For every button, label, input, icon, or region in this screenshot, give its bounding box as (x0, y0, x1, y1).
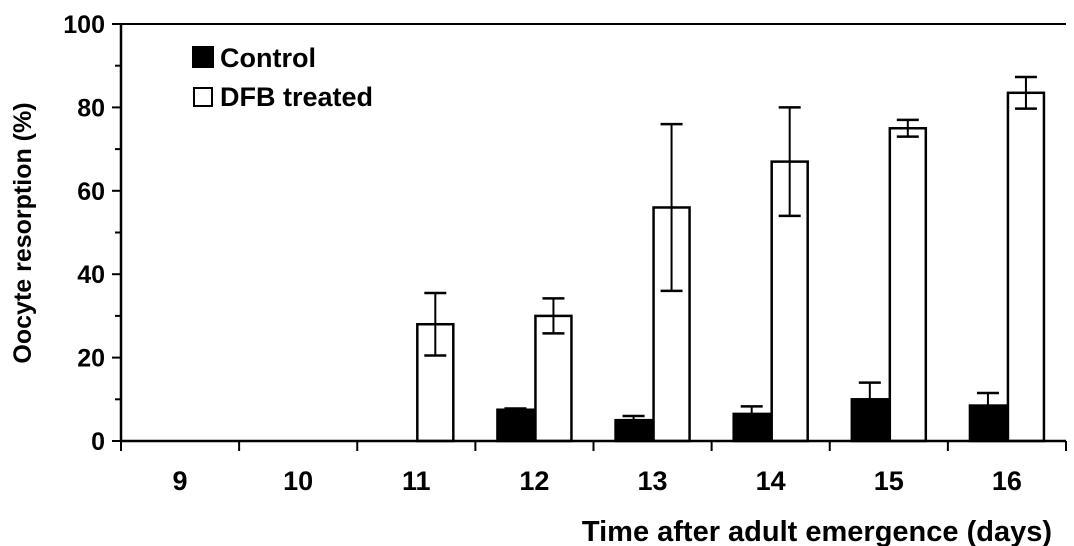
x-tick-label: 9 (173, 466, 188, 496)
y-axis-title: Oocyte resorption (%) (9, 102, 37, 363)
legend-label-dfb-treated: DFB treated (220, 82, 373, 112)
x-tick-label: 12 (519, 466, 549, 496)
y-tick-label: 0 (91, 428, 105, 456)
x-tick-label: 13 (638, 466, 668, 496)
x-tick-label: 15 (874, 466, 904, 496)
x-tick-label: 14 (756, 466, 786, 496)
y-tick-label: 60 (77, 178, 105, 206)
y-tick-label: 40 (77, 261, 105, 289)
x-ticks: 9 10 11 12 13 14 15 16 (120, 441, 1067, 496)
bar-control (496, 408, 535, 443)
y-tick-label: 80 (77, 94, 105, 122)
y-tick-label: 20 (77, 345, 105, 373)
x-axis-title: Time after adult emergence (days) (582, 516, 1052, 546)
bar-dfb-treated (534, 314, 573, 443)
x-tick-label: 10 (283, 466, 313, 496)
bar-dfb-treated (1006, 91, 1046, 443)
x-tick-label: 16 (992, 466, 1022, 496)
legend-swatch-dfb-treated (193, 87, 213, 107)
plot-marks (416, 75, 1046, 443)
legend: Control DFB treated (192, 43, 373, 112)
bar-dfb-treated (888, 127, 928, 443)
legend-label-control: Control (220, 43, 316, 73)
x-tick-label: 11 (402, 466, 431, 496)
y-ticks: 0 20 40 60 80 100 (63, 11, 121, 456)
y-tick-label: 100 (63, 11, 105, 39)
legend-swatch-control (192, 46, 214, 68)
